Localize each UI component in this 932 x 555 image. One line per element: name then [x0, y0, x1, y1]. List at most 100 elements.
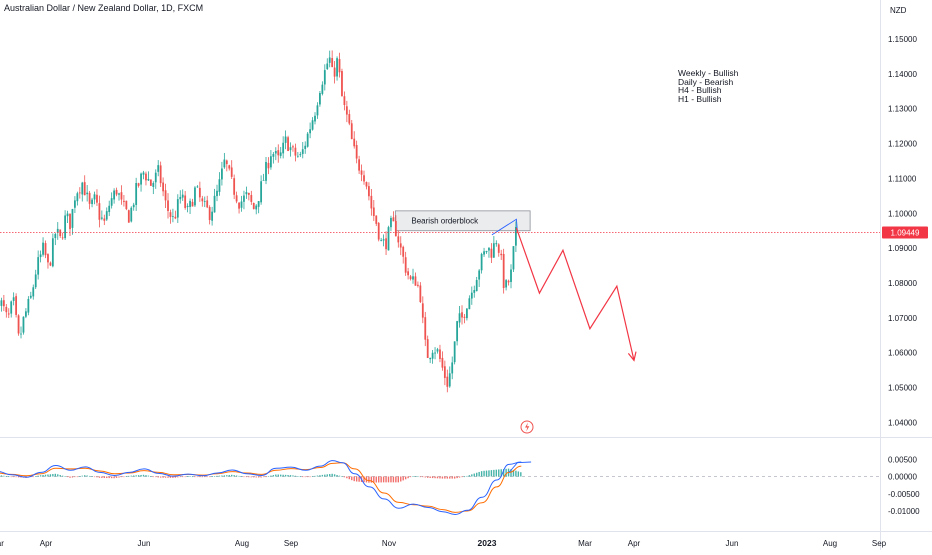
macd-histogram-bar — [69, 476, 71, 478]
macd-histogram-bar — [199, 476, 201, 478]
macd-histogram-bar — [91, 476, 93, 478]
macd-histogram-bar — [240, 476, 243, 477]
macd-histogram-bar — [164, 476, 167, 478]
price-tick-label: 1.14000 — [888, 70, 917, 79]
candle-body — [345, 106, 348, 115]
candle-body — [321, 84, 324, 94]
candle-body — [181, 194, 184, 198]
macd-histogram-bar — [223, 475, 226, 477]
candle-body — [162, 182, 165, 192]
macd-histogram-bar — [368, 476, 370, 483]
candle-body — [10, 301, 13, 314]
macd-histogram-bar — [280, 474, 282, 477]
candle-body — [436, 349, 439, 352]
time-tick-label: Mar — [0, 539, 4, 548]
macd-histogram-bar — [338, 475, 341, 477]
macd-histogram-bar — [74, 476, 76, 478]
macd-histogram-bar — [449, 476, 451, 479]
candle-body — [203, 201, 206, 202]
macd-histogram-bar — [316, 475, 319, 477]
candle-body — [262, 179, 265, 181]
icon-layer[interactable] — [520, 420, 534, 434]
macd-histogram-bar — [66, 476, 69, 478]
candle-body — [274, 151, 277, 154]
candle-body — [512, 246, 515, 270]
candle-body — [71, 209, 74, 228]
macd-histogram-bar — [123, 476, 125, 478]
candle-body — [123, 200, 125, 202]
macd-histogram-bar — [309, 476, 311, 478]
macd-histogram-bar — [456, 476, 458, 479]
candle-body — [458, 313, 461, 323]
timeframe-bias-notes[interactable]: Weekly - Bullish Daily - Bearish H4 - Bu… — [678, 69, 738, 103]
macd-histogram-bar — [387, 476, 390, 483]
candle-body — [412, 276, 414, 280]
macd-histogram-bar — [76, 476, 79, 478]
candle-body — [279, 152, 282, 156]
candle-body — [475, 280, 478, 292]
macd-histogram-bar — [439, 476, 441, 479]
candle-body — [32, 287, 35, 297]
candle-body — [368, 186, 370, 197]
candle-body — [314, 115, 316, 122]
candle-body — [326, 63, 329, 70]
candle-body — [184, 195, 187, 208]
candle-body — [176, 199, 179, 218]
macd-histogram-bar — [243, 476, 245, 478]
lightning-icon[interactable] — [520, 420, 534, 434]
macd-tick-label: -0.01000 — [888, 507, 920, 516]
candle-body — [130, 207, 133, 222]
candle-body — [194, 187, 196, 206]
macd-histogram-bar — [88, 475, 91, 477]
candle-body — [331, 58, 334, 68]
orderblock-label: Bearish orderblock — [411, 216, 479, 225]
candle-body — [233, 178, 236, 195]
macd-histogram-bar — [167, 476, 169, 478]
macd-signal-line — [0, 462, 522, 513]
candle-body — [333, 67, 336, 77]
macd-histogram-bar — [238, 475, 240, 477]
macd-histogram-bar — [414, 476, 417, 477]
macd-histogram-bar — [12, 476, 15, 478]
macd-histogram-bar — [395, 476, 397, 483]
macd-histogram-bar — [262, 476, 265, 478]
candle-body — [380, 239, 383, 241]
macd-histogram-bar — [35, 476, 37, 477]
macd-histogram-bar — [226, 475, 228, 477]
candle-body — [336, 58, 338, 77]
macd-tick-label: -0.00500 — [888, 490, 920, 499]
candle-body — [29, 295, 32, 298]
candle-body — [76, 193, 79, 202]
macd-histogram-bar — [498, 469, 500, 477]
macd-histogram-bar — [311, 476, 314, 477]
macd-histogram-bar — [466, 475, 468, 477]
candle-body — [480, 253, 483, 271]
macd-histogram-bar — [473, 473, 475, 477]
candle-body — [431, 352, 434, 359]
macd-histogram-bar — [346, 476, 348, 479]
candle-body — [483, 251, 485, 255]
candle-body — [152, 183, 155, 187]
macd-histogram-bar — [412, 476, 414, 477]
macd-histogram-bar — [213, 476, 216, 477]
candle-body — [341, 71, 343, 97]
macd-histogram-bar — [517, 471, 520, 477]
bias-note-h4: H4 - Bullish — [678, 85, 722, 96]
price-wedge-line — [491, 218, 518, 236]
candle-body — [507, 280, 510, 283]
macd-histogram-bar — [221, 475, 223, 477]
candle-body — [485, 250, 488, 253]
macd-histogram-bar — [140, 474, 142, 477]
time-tick-label: Aug — [235, 539, 249, 548]
projection-arrow[interactable] — [515, 227, 637, 362]
candle-body — [211, 211, 214, 221]
bearish-orderblock[interactable]: Bearish orderblock — [394, 210, 531, 236]
macd-histogram-bar — [145, 475, 147, 477]
time-tick-label: Apr — [40, 539, 53, 548]
macd-histogram-bar — [382, 476, 385, 483]
macd-histogram-bar — [468, 475, 471, 477]
macd-histogram-bar — [284, 474, 287, 477]
macd-histogram-bar — [93, 476, 96, 478]
